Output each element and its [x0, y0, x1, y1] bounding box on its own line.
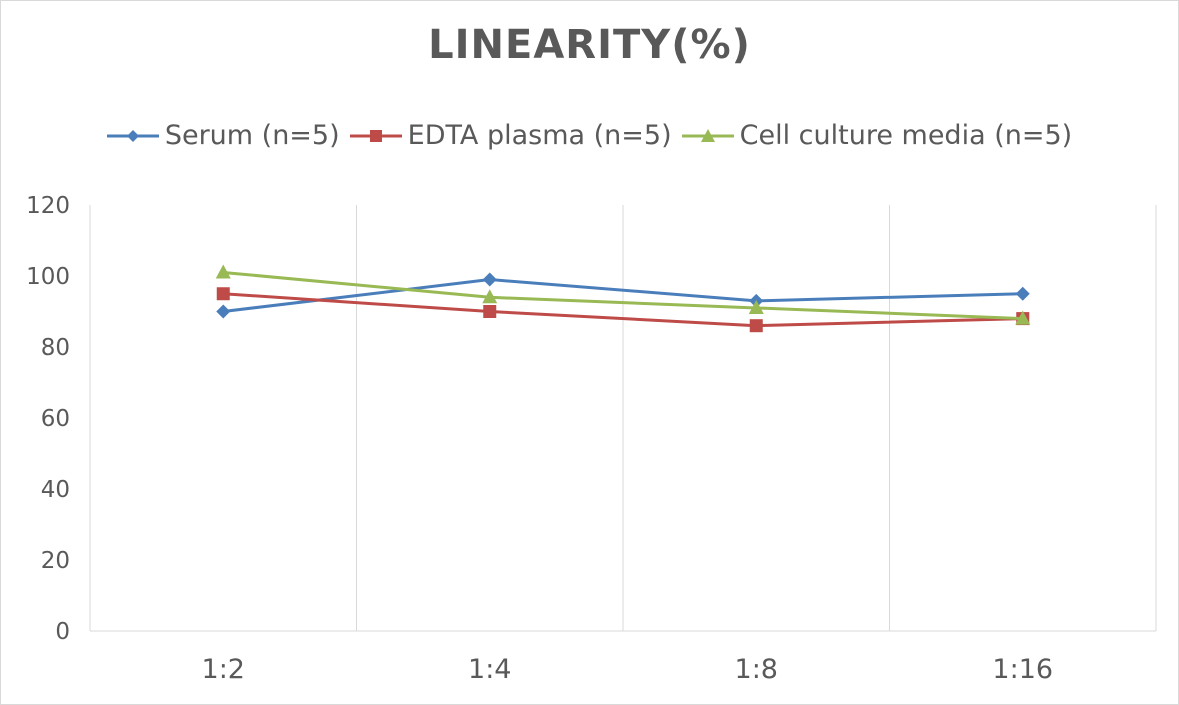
y-tick-label: 60 — [41, 406, 70, 432]
legend-item-cell-culture-media: Cell culture media (n=5) — [681, 120, 1073, 151]
data-point-triangle — [215, 264, 231, 279]
y-tick-label: 20 — [41, 548, 70, 574]
legend: Serum (n=5) EDTA plasma (n=5) Cell cultu… — [0, 120, 1179, 151]
data-point-square — [749, 319, 763, 333]
chart-title: LINEARITY(%) — [428, 22, 751, 68]
legend-item-serum: Serum (n=5) — [106, 120, 340, 151]
x-tick-label: 1:4 — [468, 654, 511, 685]
legend-label-edta-plasma: EDTA plasma (n=5) — [407, 120, 672, 151]
data-point-diamond — [1015, 286, 1030, 301]
legend-marker-edta-plasma — [349, 129, 402, 142]
x-tick-label: 1:16 — [992, 654, 1053, 685]
y-tick-label: 80 — [41, 335, 70, 361]
data-point-diamond — [216, 304, 231, 319]
data-point-triangle — [1015, 310, 1031, 325]
y-tick-label: 100 — [26, 264, 70, 290]
y-tick-label: 120 — [26, 193, 70, 219]
legend-marker-cell-culture-media — [681, 128, 734, 142]
series-line-0 — [223, 278, 1023, 313]
data-point-square — [483, 305, 497, 318]
data-point-diamond — [482, 272, 497, 287]
series-line-2 — [223, 270, 1023, 321]
legend-item-edta-plasma: EDTA plasma (n=5) — [349, 120, 672, 151]
y-tick-label: 0 — [55, 619, 70, 645]
x-tick-label: 1:8 — [735, 654, 778, 685]
series-line-1 — [223, 292, 1023, 328]
data-point-square — [216, 287, 230, 301]
y-tick-label: 40 — [41, 477, 70, 503]
data-point-triangle — [482, 289, 498, 304]
legend-marker-serum — [106, 129, 159, 142]
legend-label-serum: Serum (n=5) — [164, 120, 340, 151]
x-tick-label: 1:2 — [202, 654, 245, 685]
legend-label-cell-culture-media: Cell culture media (n=5) — [739, 120, 1073, 151]
data-point-triangle — [748, 299, 764, 314]
